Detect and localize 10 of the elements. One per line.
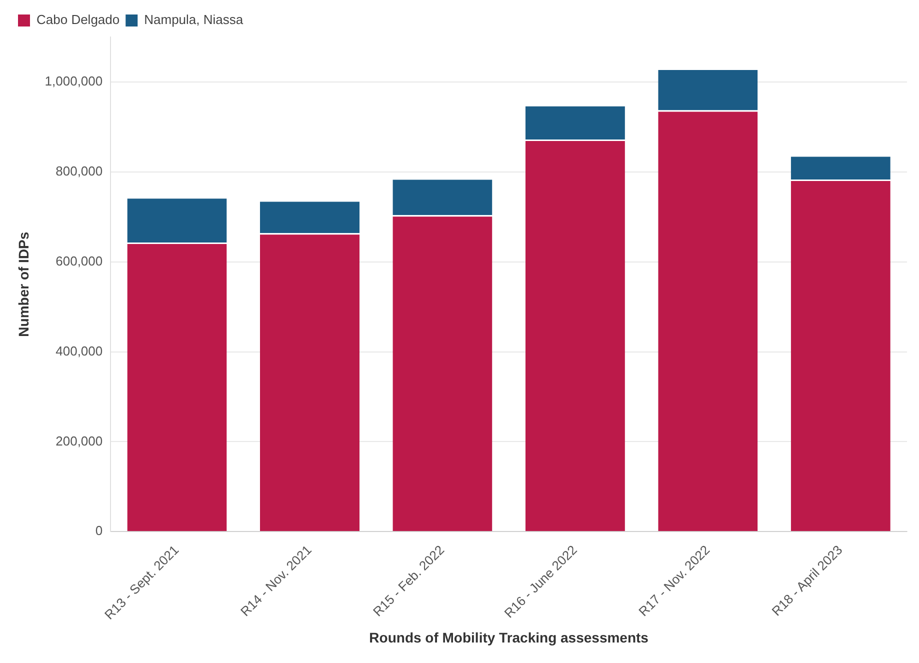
y-tick-label: 1,000,000 — [44, 74, 103, 89]
y-tick-label: 0 — [95, 523, 103, 538]
y-tick-label: 800,000 — [56, 163, 103, 178]
y-tick-label: 400,000 — [56, 343, 103, 358]
y-tick-label: 600,000 — [56, 253, 103, 268]
y-axis-title: Number of IDPs — [15, 232, 32, 337]
legend-label: Cabo Delgado — [36, 12, 120, 28]
x-axis-title: Rounds of Mobility Tracking assessments — [369, 629, 649, 646]
legend-label: Nampula, Niassa — [144, 12, 244, 28]
y-tick-label: 200,000 — [56, 433, 103, 448]
